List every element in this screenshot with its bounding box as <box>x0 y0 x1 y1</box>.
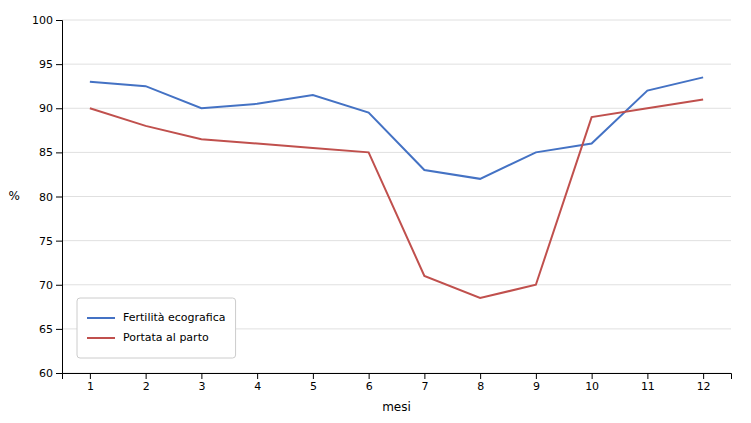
tick: 100 <box>32 14 62 27</box>
tick-mark <box>56 152 62 153</box>
legend-item: Portata al parto <box>87 331 209 344</box>
tick-mark <box>201 373 202 379</box>
tick-mark <box>257 373 258 379</box>
tick-label: 7 <box>421 380 428 393</box>
tick-mark <box>90 373 91 379</box>
tick: 2 <box>143 373 150 393</box>
tick-mark <box>56 197 62 198</box>
tick-mark <box>146 373 147 379</box>
tick: 6 <box>366 373 373 393</box>
tick-mark <box>56 241 62 242</box>
tick: 80 <box>39 191 62 204</box>
tick-mark <box>424 373 425 379</box>
legend-label: Portata al parto <box>123 331 209 344</box>
tick-label: 65 <box>39 323 53 336</box>
tick-label: 2 <box>143 380 150 393</box>
tick-label: 80 <box>39 191 53 204</box>
tick-mark <box>647 373 648 379</box>
legend-label: Fertilità ecografica <box>123 311 226 324</box>
tick: 10 <box>585 373 599 393</box>
tick-label: 60 <box>39 367 53 380</box>
tick-mark <box>56 329 62 330</box>
x-axis-title: mesi <box>382 400 411 414</box>
grid <box>62 20 731 373</box>
tick-label: 95 <box>39 58 53 71</box>
tick: 75 <box>39 235 62 248</box>
y-axis: 60 65 70 75 80 85 90 95 100 <box>32 14 63 380</box>
axis-line <box>63 374 732 380</box>
legend: Fertilità ecografica Portata al parto <box>77 298 236 358</box>
tick-mark <box>480 373 481 379</box>
tick-mark <box>56 108 62 109</box>
tick: 3 <box>198 373 205 393</box>
tick-label: 90 <box>39 102 53 115</box>
tick-label: 12 <box>697 380 711 393</box>
tick: 90 <box>39 102 62 115</box>
series-group <box>90 77 703 298</box>
x-axis: 123456789101112 <box>63 373 732 393</box>
tick-label: 8 <box>477 380 484 393</box>
tick: 9 <box>533 373 540 393</box>
series-line <box>90 99 703 298</box>
grid-line <box>62 284 731 285</box>
grid-line <box>62 20 731 21</box>
tick-mark <box>56 20 62 21</box>
tick-mark <box>56 373 62 374</box>
tick-label: 3 <box>198 380 205 393</box>
tick-mark <box>592 373 593 379</box>
plot-area: 1234567891011126065707580859095100Fertil… <box>32 14 732 393</box>
tick-label: 10 <box>585 380 599 393</box>
tick-label: 6 <box>366 380 373 393</box>
tick-label: 1 <box>87 380 94 393</box>
tick: 8 <box>477 373 484 393</box>
tick: 1 <box>87 373 94 393</box>
grid-line <box>62 240 731 241</box>
tick-mark <box>703 373 704 379</box>
tick: 60 <box>39 367 62 380</box>
tick: 7 <box>421 373 428 393</box>
tick-label: 9 <box>533 380 540 393</box>
tick-mark <box>369 373 370 379</box>
chart: 1234567891011126065707580859095100Fertil… <box>0 0 751 423</box>
grid-line <box>62 152 731 153</box>
tick-label: 4 <box>254 380 261 393</box>
tick-label: 75 <box>39 235 53 248</box>
tick: 11 <box>641 373 655 393</box>
tick: 12 <box>697 373 711 393</box>
tick: 85 <box>39 146 62 159</box>
tick-mark <box>536 373 537 379</box>
tick-label: 11 <box>641 380 655 393</box>
grid-line <box>62 196 731 197</box>
legend-swatch <box>87 317 115 319</box>
tick-label: 70 <box>39 279 53 292</box>
legend-item: Fertilità ecografica <box>87 311 226 324</box>
legend-box <box>77 298 236 358</box>
axis-line <box>56 21 63 374</box>
tick-mark <box>313 373 314 379</box>
grid-line <box>62 108 731 109</box>
tick-label: 5 <box>310 380 317 393</box>
tick: 5 <box>310 373 317 393</box>
tick-mark <box>56 285 62 286</box>
tick-mark <box>56 64 62 65</box>
series-line <box>90 77 703 178</box>
tick: 70 <box>39 279 62 292</box>
grid-line <box>62 64 731 65</box>
tick-label: 85 <box>39 146 53 159</box>
tick: 65 <box>39 323 62 336</box>
tick: 95 <box>39 58 62 71</box>
tick: 4 <box>254 373 261 393</box>
tick-label: 100 <box>32 14 53 27</box>
y-axis-title: % <box>9 189 20 203</box>
legend-swatch <box>87 337 115 339</box>
